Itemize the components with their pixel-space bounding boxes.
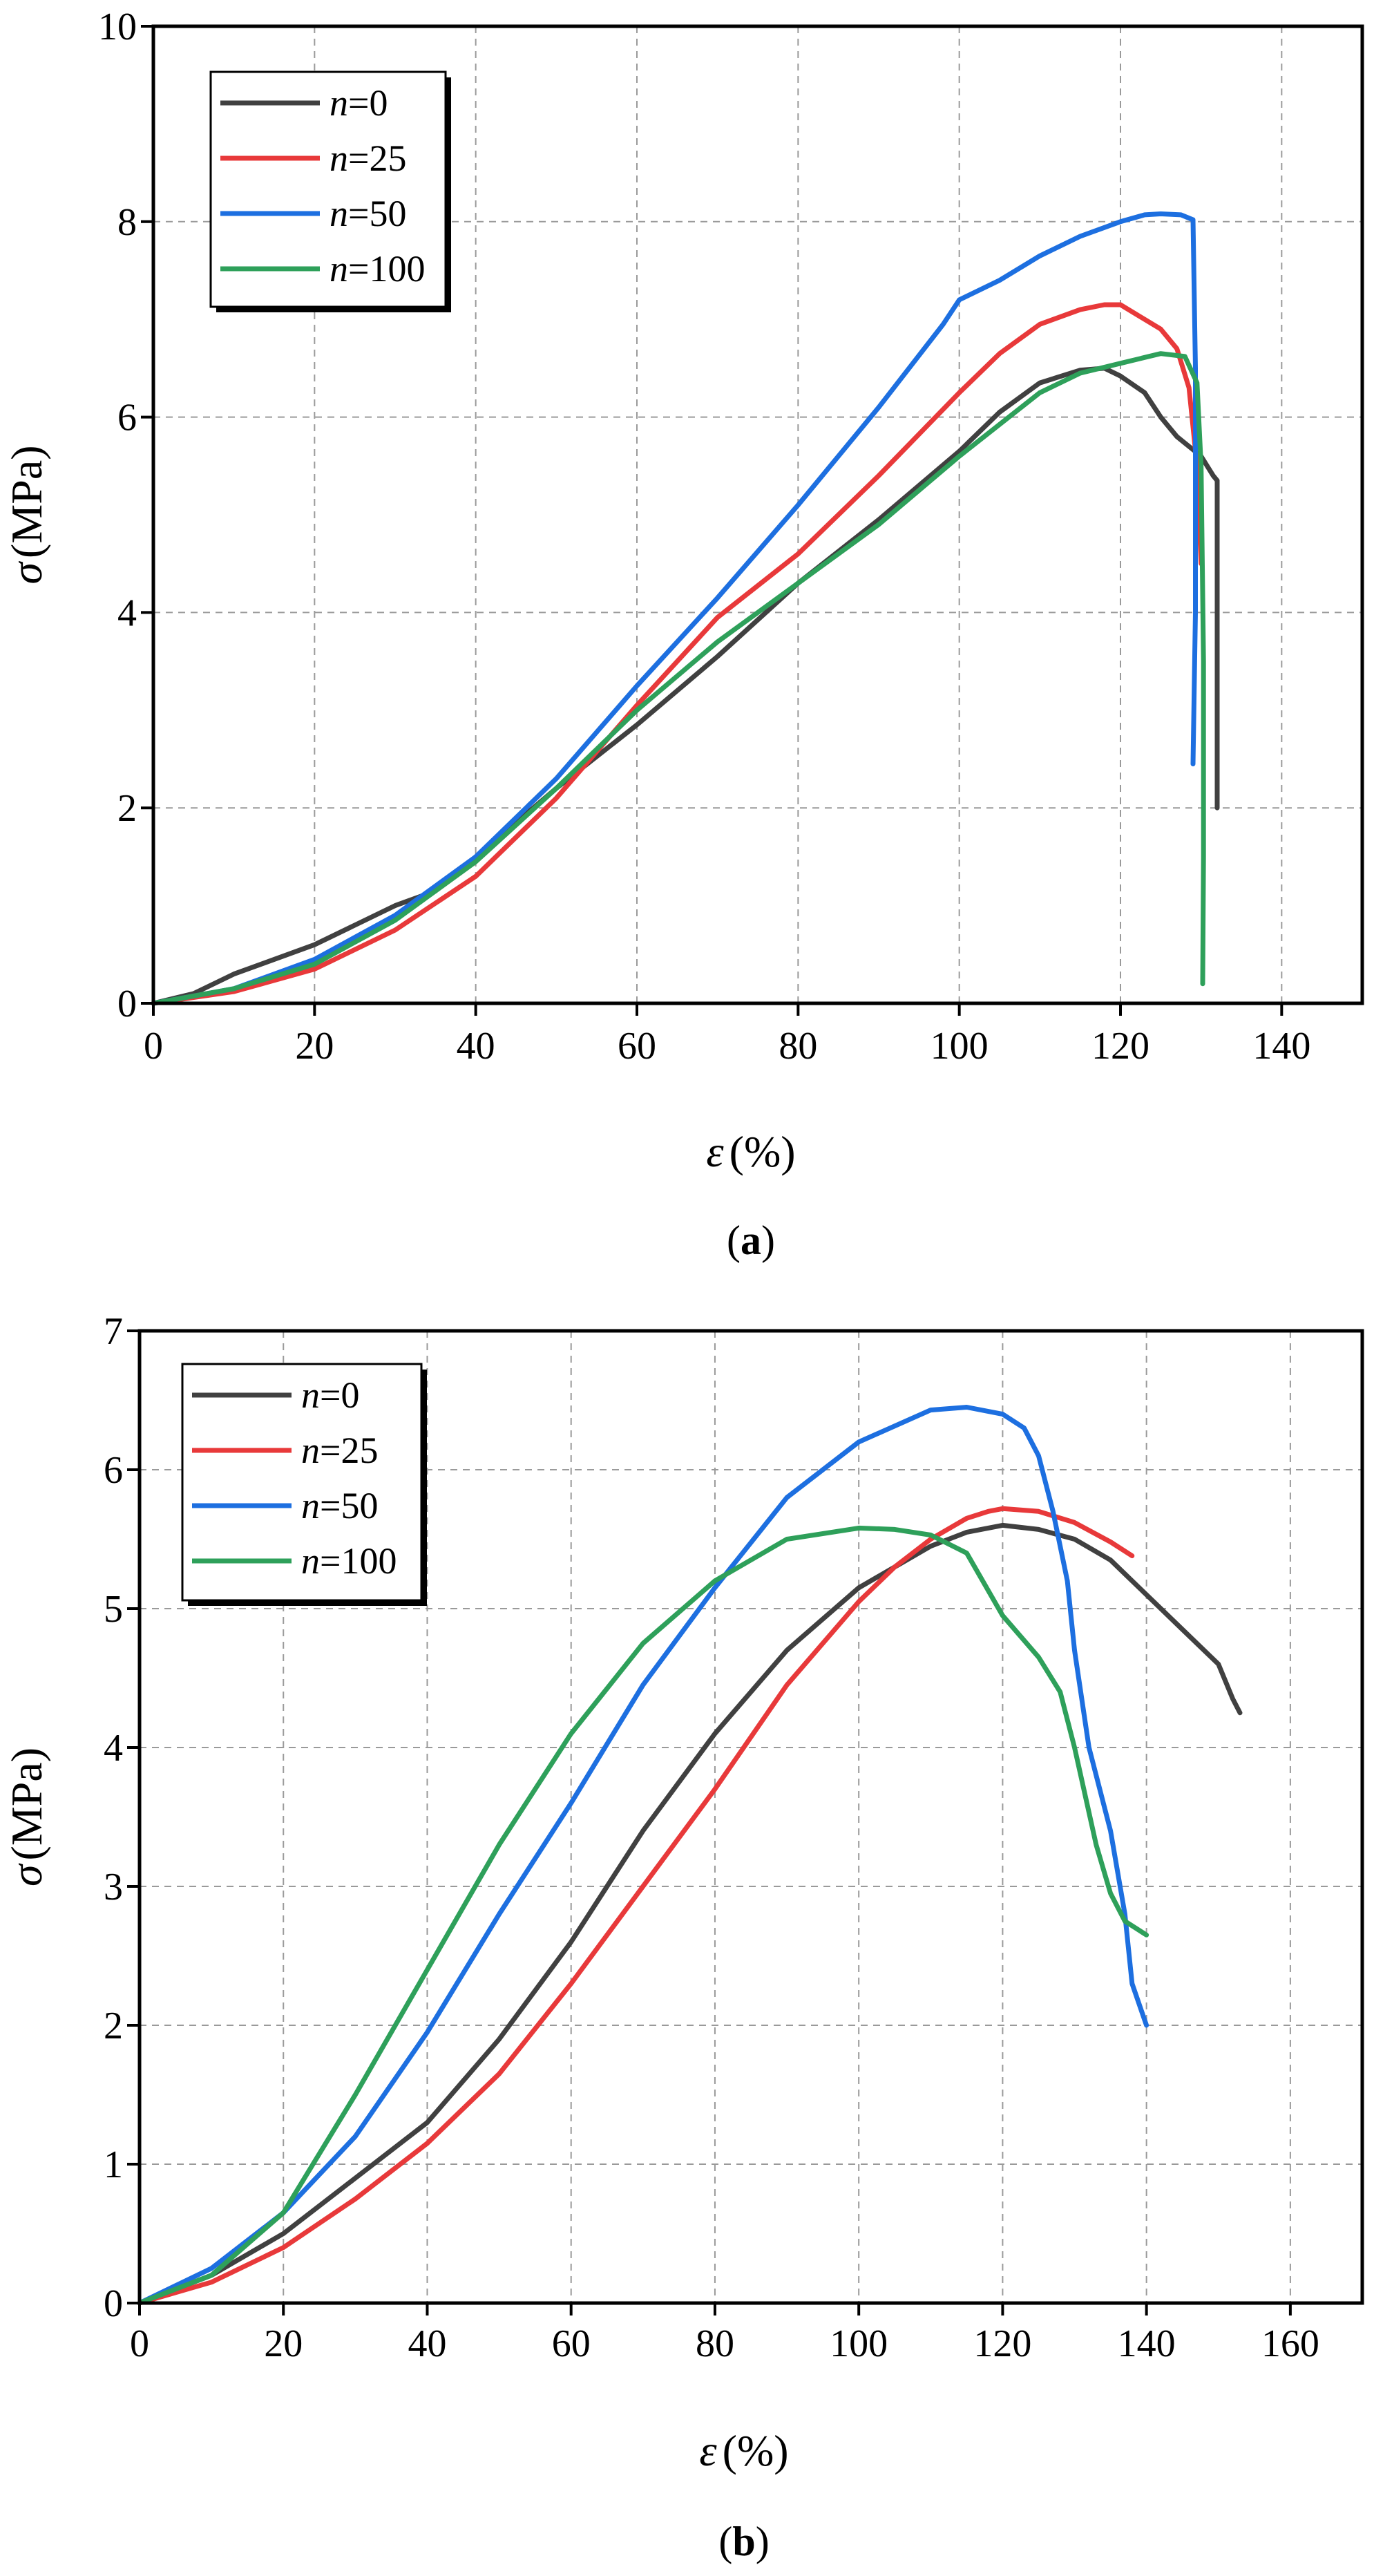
y-tick-label: 5 <box>104 1588 123 1631</box>
series-line-n100 <box>151 351 1206 1006</box>
y-tick-label: 8 <box>117 201 137 244</box>
panel-label: (a) <box>727 1218 775 1263</box>
series-line-n25 <box>137 1506 1135 2306</box>
x-tick-label: 40 <box>408 2322 446 2365</box>
x-tick-label: 40 <box>457 1025 495 1068</box>
x-axis-symbol: ε <box>706 1127 724 1176</box>
y-tick-label: 3 <box>104 1866 123 1909</box>
y-tick-label: 4 <box>104 1727 123 1770</box>
x-tick-label: 20 <box>264 2322 303 2365</box>
legend-label: n=100 <box>301 1540 397 1582</box>
x-axis-title: ε (%) <box>699 2426 788 2475</box>
series-line-n50 <box>137 1405 1149 2306</box>
y-axis-unit: (MPa) <box>2 445 51 558</box>
legend-label: n=100 <box>330 248 425 290</box>
x-tick-label: 160 <box>1261 2322 1319 2365</box>
x-axis-title: ε (%) <box>706 1127 795 1176</box>
legend-label: n=50 <box>330 193 406 234</box>
axes-frame <box>137 1329 1364 2305</box>
legend-label: n=25 <box>301 1430 378 1471</box>
y-tick-label: 6 <box>104 1449 123 1492</box>
legend-label: n=50 <box>301 1485 378 1526</box>
panel-label: (b) <box>718 2519 769 2564</box>
x-axis-unit: (%) <box>729 1127 796 1176</box>
series-line-n25 <box>151 302 1204 1006</box>
x-tick-label: 0 <box>144 1025 163 1068</box>
y-axis-title: σ (MPa) <box>2 445 51 584</box>
legend-label: n=0 <box>301 1374 359 1416</box>
y-tick-label: 2 <box>117 787 137 830</box>
y-axis-symbol: σ <box>2 1863 51 1886</box>
series-line-n0 <box>151 366 1220 1006</box>
y-tick-label: 4 <box>117 591 137 634</box>
y-axis-symbol: σ <box>2 561 51 585</box>
chart-panel-a: 0 20 40 60 80 100 120 140 0 2 4 6 8 10 ε (%) σ (MPa) n=0 n=… <box>2 6 1364 1263</box>
legend-label: n=0 <box>330 82 388 124</box>
x-tick-label: 80 <box>696 2322 734 2365</box>
x-tick-label: 140 <box>1118 2322 1176 2365</box>
axes-frame <box>151 24 1364 1005</box>
y-axis-title: σ(MPa) <box>2 1748 51 1886</box>
series-line-n50 <box>151 211 1198 1006</box>
y-tick-label: 1 <box>104 2143 123 2186</box>
x-tick-label: 0 <box>130 2322 149 2365</box>
y-axis-unit: (MPa) <box>2 1748 51 1861</box>
y-tick-label: 6 <box>117 397 137 439</box>
x-axis-unit: (%) <box>723 2426 789 2475</box>
x-tick-label: 100 <box>830 2322 888 2365</box>
x-tick-label: 120 <box>1091 1025 1149 1068</box>
x-tick-label: 120 <box>973 2322 1031 2365</box>
series-line-n100 <box>137 1525 1149 2306</box>
x-tick-label: 20 <box>295 1025 334 1068</box>
legend-label: n=25 <box>330 138 406 179</box>
y-tick-label: 0 <box>117 983 137 1025</box>
x-tick-label: 60 <box>618 1025 656 1068</box>
x-axis-symbol: ε <box>699 2426 717 2475</box>
y-tick-label: 10 <box>98 6 137 48</box>
y-tick-label: 7 <box>104 1310 123 1353</box>
x-tick-label: 100 <box>931 1025 989 1068</box>
x-tick-label: 140 <box>1252 1025 1310 1068</box>
x-tick-label: 60 <box>552 2322 591 2365</box>
x-tick-label: 80 <box>779 1025 817 1068</box>
y-tick-label: 2 <box>104 2005 123 2047</box>
chart-panel-b: 0 20 40 60 80 100 120 140 160 0 1 2 3 4 5 6 7 ε (%) σ(MPa) n… <box>2 1310 1364 2564</box>
y-tick-label: 0 <box>104 2282 123 2325</box>
